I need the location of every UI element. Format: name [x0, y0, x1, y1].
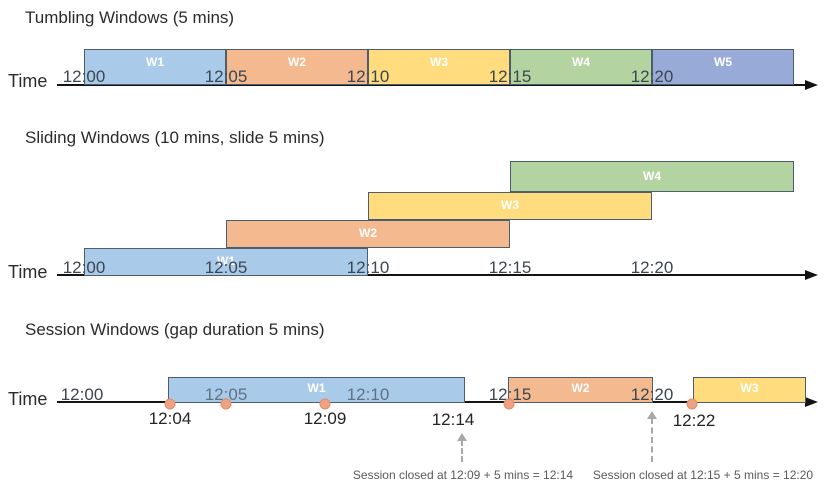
- axis-tick-label: 12:20: [630, 258, 674, 277]
- window-box: [226, 220, 510, 248]
- tumbling-section-title: Tumbling Windows (5 mins): [25, 8, 235, 27]
- axis-tick-label: 12:20: [630, 67, 674, 86]
- window-box: [510, 49, 652, 85]
- time-axis-label: Time: [8, 389, 48, 409]
- dashed-arrow-line: [651, 418, 653, 462]
- dashed-arrow-head-icon: [457, 433, 467, 441]
- axis-tick-label: 12:15: [488, 385, 532, 404]
- window-label: W2: [359, 226, 377, 240]
- session-closed-annotation: Session closed at 12:09 + 5 mins = 12:14: [352, 468, 574, 482]
- axis-tick-label: 12:00: [60, 385, 104, 404]
- axis-tick-label: 12:00: [62, 67, 106, 86]
- window-label: W4: [643, 169, 661, 183]
- axis-arrowhead-icon: [805, 397, 818, 407]
- sliding-time-axis: [57, 274, 807, 276]
- event-time-label: 12:22: [672, 411, 716, 430]
- axis-tick-label: 12:05: [204, 67, 248, 86]
- axis-tick-label: 12:15: [488, 67, 532, 86]
- window-box: [508, 377, 653, 403]
- window-label: W1: [146, 55, 164, 69]
- window-box: [84, 49, 226, 85]
- axis-tick-label: 12:05: [204, 385, 248, 404]
- event-time-label: 12:04: [148, 409, 192, 428]
- window-label: W1: [217, 254, 235, 268]
- axis-tick-label: 12:15: [488, 258, 532, 277]
- event-dot: [686, 398, 698, 410]
- axis-tick-label: 12:10: [346, 385, 390, 404]
- session-section-title: Session Windows (gap duration 5 mins): [25, 320, 325, 339]
- window-box: [652, 49, 794, 85]
- axis-tick-label: 12:20: [630, 385, 674, 404]
- axis-tick-label: 12:10: [346, 67, 390, 86]
- axis-tick-label: 12:10: [346, 258, 390, 277]
- event-dot: [220, 398, 232, 410]
- window-box: [168, 377, 465, 403]
- tumbling-time-axis: [57, 84, 807, 86]
- window-label: W2: [571, 381, 590, 395]
- axis-tick-label: 12:00: [62, 258, 106, 277]
- event-time-label: 12:09: [303, 409, 347, 428]
- axis-tick-label: 12:05: [204, 258, 248, 277]
- time-axis-label: Time: [8, 71, 48, 91]
- dashed-arrow-head-icon: [647, 411, 657, 419]
- sliding-section-title: Sliding Windows (10 mins, slide 5 mins): [25, 128, 325, 147]
- window-box: [84, 248, 368, 276]
- window-label: W3: [501, 198, 519, 212]
- event-dot: [164, 398, 176, 410]
- event-time-label: 12:14: [431, 410, 475, 429]
- window-label: W2: [288, 55, 306, 69]
- window-box: [510, 161, 794, 192]
- axis-arrowhead-icon: [805, 80, 818, 90]
- window-box: [226, 49, 368, 85]
- dashed-arrow-line: [461, 440, 463, 462]
- window-label: W3: [430, 55, 448, 69]
- window-label: W3: [740, 381, 759, 395]
- event-dot: [503, 398, 515, 410]
- window-label: W1: [307, 381, 326, 395]
- window-label: W5: [714, 55, 732, 69]
- event-dot: [319, 398, 331, 410]
- window-box: [693, 377, 806, 403]
- window-box: [368, 192, 652, 220]
- time-axis-label: Time: [8, 262, 48, 282]
- window-box: [368, 49, 510, 85]
- axis-arrowhead-icon: [805, 270, 818, 280]
- session-closed-annotation: Session closed at 12:15 + 5 mins = 12:20: [592, 468, 814, 482]
- window-label: W4: [572, 55, 590, 69]
